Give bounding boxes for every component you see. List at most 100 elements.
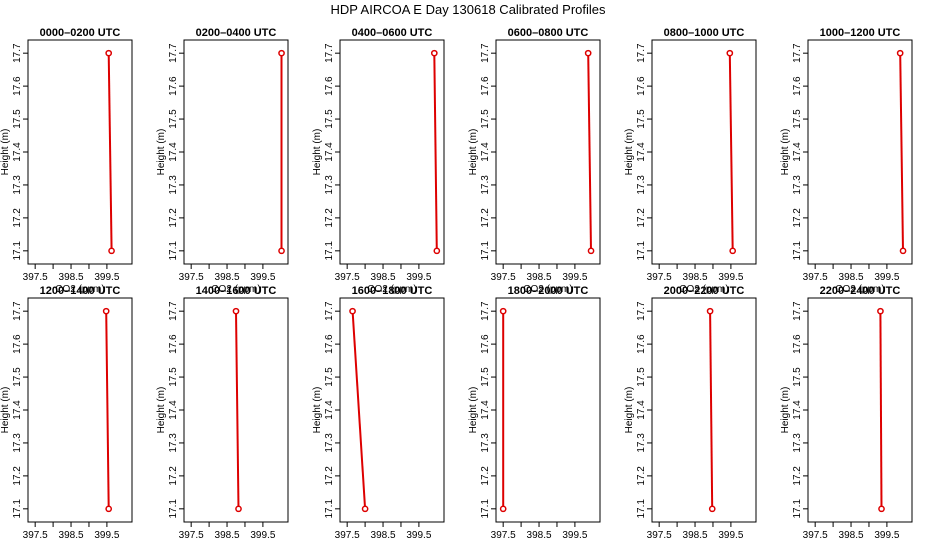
y-tick-label: 17.4 bbox=[168, 400, 179, 420]
y-axis-label: Height (m) bbox=[468, 129, 479, 176]
profile-line bbox=[709, 311, 714, 509]
y-tick-label: 17.3 bbox=[12, 175, 23, 195]
x-tick-label: 397.5 bbox=[335, 272, 360, 283]
y-tick-label: 17.2 bbox=[324, 466, 335, 486]
profile-point bbox=[349, 307, 356, 315]
plot-frame bbox=[807, 39, 913, 265]
y-tick-label: 17.4 bbox=[792, 142, 803, 162]
y-tick-label: 17.3 bbox=[168, 433, 179, 453]
panel: 1000–1200 UTC 397.5 398.5 399.5 17.1 17.2 17.3… bbox=[780, 27, 913, 295]
profile-point bbox=[235, 505, 242, 513]
y-axis-label: Height (m) bbox=[780, 387, 791, 434]
y-tick-label: 17.4 bbox=[480, 142, 491, 162]
x-tick-label: 397.5 bbox=[23, 530, 48, 540]
y-tick-label: 17.7 bbox=[12, 301, 23, 321]
y-tick-label: 17.5 bbox=[324, 367, 335, 387]
plot-frame bbox=[183, 39, 289, 265]
y-tick-label: 17.1 bbox=[480, 241, 491, 261]
y-tick-label: 17.2 bbox=[480, 466, 491, 486]
y-tick-label: 17.5 bbox=[12, 367, 23, 387]
plot-frame bbox=[495, 297, 601, 523]
y-axis-label: Height (m) bbox=[624, 129, 635, 176]
x-tick-label: 398.5 bbox=[371, 272, 396, 283]
y-axis-label: Height (m) bbox=[624, 387, 635, 434]
y-tick-label: 17.2 bbox=[792, 466, 803, 486]
panel-title: 0000–0200 UTC bbox=[40, 27, 121, 39]
y-tick-label: 17.4 bbox=[636, 400, 647, 420]
panel-title: 1800–2000 UTC bbox=[508, 285, 589, 297]
y-axis-label: Height (m) bbox=[0, 387, 11, 434]
profile-point bbox=[499, 505, 507, 513]
y-tick-label: 17.3 bbox=[480, 175, 491, 195]
y-tick-label: 17.2 bbox=[636, 208, 647, 228]
profile-line bbox=[433, 53, 438, 251]
panel-title: 1000–1200 UTC bbox=[820, 27, 901, 39]
profile-line bbox=[879, 311, 883, 509]
y-tick-label: 17.6 bbox=[792, 334, 803, 354]
x-tick-label: 399.5 bbox=[94, 530, 119, 540]
y-tick-label: 17.4 bbox=[12, 400, 23, 420]
x-tick-label: 398.5 bbox=[215, 530, 240, 540]
x-tick-label: 399.5 bbox=[94, 272, 119, 283]
y-tick-label: 17.1 bbox=[636, 499, 647, 519]
y-tick-label: 17.1 bbox=[168, 499, 179, 519]
profile-line bbox=[728, 53, 734, 251]
y-axis-label: Height (m) bbox=[156, 129, 167, 176]
profile-point bbox=[361, 505, 369, 513]
y-tick-label: 17.7 bbox=[792, 301, 803, 321]
y-axis-label: Height (m) bbox=[468, 387, 479, 434]
y-tick-label: 17.6 bbox=[636, 76, 647, 96]
y-tick-label: 17.3 bbox=[168, 175, 179, 195]
x-tick-label: 399.5 bbox=[874, 530, 899, 540]
y-tick-label: 17.6 bbox=[480, 76, 491, 96]
profile-line bbox=[107, 53, 113, 251]
x-tick-label: 398.5 bbox=[839, 272, 864, 283]
x-tick-label: 397.5 bbox=[179, 530, 204, 540]
y-tick-label: 17.6 bbox=[324, 334, 335, 354]
profile-point bbox=[430, 49, 438, 57]
y-tick-label: 17.3 bbox=[792, 175, 803, 195]
profile-point bbox=[878, 505, 885, 513]
y-tick-label: 17.4 bbox=[168, 142, 179, 162]
y-tick-label: 17.5 bbox=[480, 367, 491, 387]
profile-point bbox=[108, 247, 115, 255]
x-tick-label: 397.5 bbox=[491, 272, 516, 283]
x-tick-label: 398.5 bbox=[683, 272, 708, 283]
x-tick-label: 399.5 bbox=[562, 530, 587, 540]
y-tick-label: 17.1 bbox=[168, 241, 179, 261]
profile-point bbox=[433, 247, 441, 255]
y-tick-label: 17.1 bbox=[12, 499, 23, 519]
x-tick-label: 399.5 bbox=[718, 272, 743, 283]
y-tick-label: 17.7 bbox=[792, 43, 803, 63]
y-tick-label: 17.4 bbox=[480, 400, 491, 420]
x-axis-label: CO2 (ppm) bbox=[523, 284, 572, 295]
profile-point bbox=[706, 307, 714, 315]
y-axis-label: Height (m) bbox=[0, 129, 11, 176]
y-tick-label: 17.5 bbox=[636, 109, 647, 129]
plot-frame bbox=[651, 39, 757, 265]
profile-point bbox=[877, 307, 884, 315]
y-tick-label: 17.2 bbox=[168, 208, 179, 228]
x-tick-label: 397.5 bbox=[803, 272, 828, 283]
x-tick-label: 397.5 bbox=[335, 530, 360, 540]
y-tick-label: 17.5 bbox=[168, 367, 179, 387]
profile-point bbox=[105, 49, 113, 57]
y-tick-label: 17.3 bbox=[12, 433, 23, 453]
y-axis-label: Height (m) bbox=[780, 129, 791, 176]
panel: 0200–0400 UTC 397.5 398.5 399.5 17.1 17.2 17.3… bbox=[156, 27, 289, 295]
panels-grid: 0000–0200 UTC 397.5 398.5 399.5 17.1 17.2 17.3… bbox=[0, 27, 913, 540]
panel: 1600–1800 UTC 397.5 398.5 399.5 17.1 17.2 17.3… bbox=[312, 285, 445, 540]
y-tick-label: 17.2 bbox=[12, 466, 23, 486]
figure-title: HDP AIRCOA E Day 130618 Calibrated Profi… bbox=[330, 2, 606, 17]
y-tick-label: 17.2 bbox=[324, 208, 335, 228]
x-axis-label: CO2 (ppm) bbox=[679, 284, 728, 295]
y-tick-label: 17.7 bbox=[636, 301, 647, 321]
plot-frame bbox=[807, 297, 913, 523]
y-tick-label: 17.7 bbox=[324, 43, 335, 63]
panel: 1200–1400 UTC 397.5 398.5 399.5 17.1 17.2 17.3… bbox=[0, 285, 133, 540]
x-tick-label: 399.5 bbox=[406, 530, 431, 540]
y-tick-label: 17.7 bbox=[12, 43, 23, 63]
panel-title: 0600–0800 UTC bbox=[508, 27, 589, 39]
panel-title: 0400–0600 UTC bbox=[352, 27, 433, 39]
panel: 1800–2000 UTC 397.5 398.5 399.5 17.1 17.2 17.3… bbox=[468, 285, 601, 540]
